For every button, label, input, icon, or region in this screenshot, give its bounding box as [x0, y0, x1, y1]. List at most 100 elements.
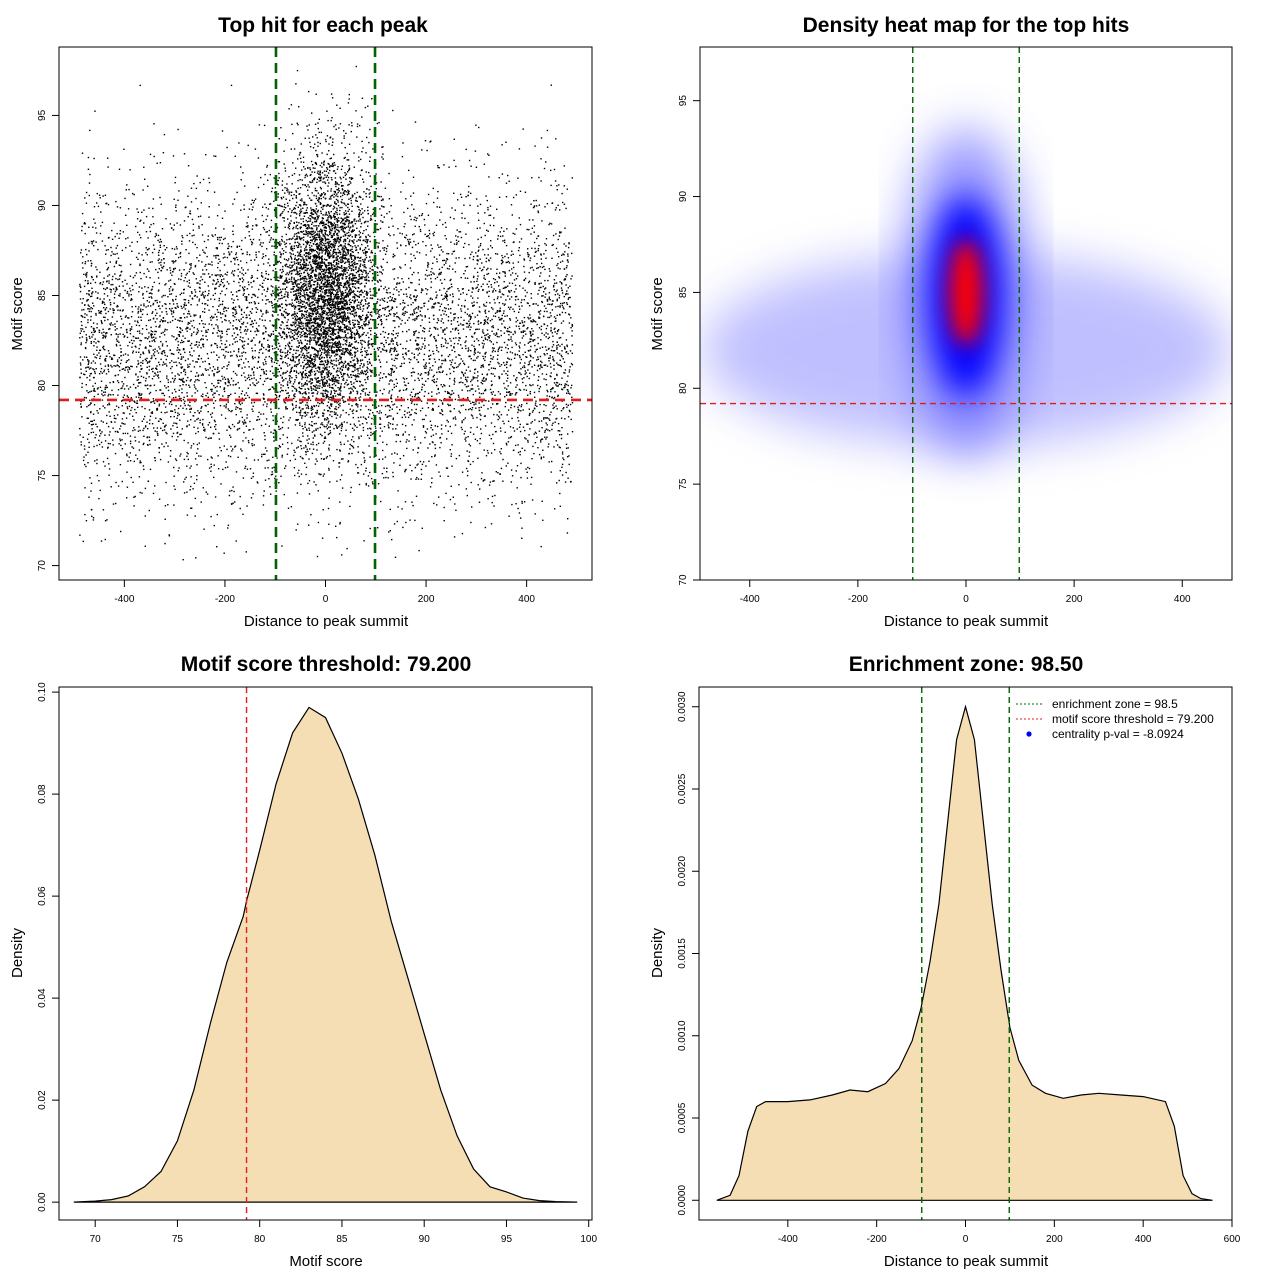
- scatter-point: [327, 262, 330, 264]
- scatter-point: [314, 263, 316, 265]
- scatter-point: [232, 306, 235, 309]
- scatter-point: [335, 128, 337, 131]
- scatter-point: [311, 192, 313, 194]
- scatter-point: [317, 122, 319, 124]
- scatter-point: [326, 304, 328, 307]
- scatter-point: [309, 372, 312, 375]
- scatter-point: [86, 338, 88, 341]
- scatter-point: [319, 329, 322, 331]
- scatter-point: [323, 277, 326, 279]
- scatter-point: [316, 219, 318, 221]
- scatter-point: [315, 93, 317, 95]
- scatter-point: [308, 220, 310, 222]
- scatter-point: [297, 158, 299, 160]
- scatter-point: [306, 380, 308, 382]
- scatter-point: [526, 375, 528, 378]
- scatter-point: [424, 345, 426, 347]
- scatter-point: [384, 253, 387, 255]
- scatter-point: [318, 197, 321, 199]
- scatter-point: [333, 222, 336, 224]
- scatter-point: [202, 393, 204, 395]
- scatter-point: [309, 146, 312, 148]
- scatter-point: [472, 258, 474, 261]
- scatter-point: [325, 354, 327, 356]
- scatter-point: [225, 405, 227, 407]
- scatter-point: [364, 370, 366, 372]
- scatter-point: [319, 239, 321, 241]
- scatter-point: [399, 457, 401, 460]
- scatter-point: [291, 266, 293, 268]
- scatter-point: [272, 419, 274, 422]
- scatter-point: [333, 162, 336, 164]
- scatter-point: [340, 195, 342, 198]
- scatter-point: [368, 171, 370, 174]
- scatter-point: [277, 318, 280, 321]
- scatter-point: [337, 344, 339, 346]
- scatter-point: [389, 343, 391, 345]
- scatter-point: [354, 326, 356, 328]
- scatter-point: [298, 324, 300, 326]
- scatter-point: [433, 378, 435, 381]
- scatter-point: [372, 231, 375, 234]
- scatter-point: [559, 281, 561, 283]
- scatter-point: [352, 224, 354, 227]
- scatter-point: [475, 124, 477, 126]
- scatter-point: [332, 329, 335, 331]
- scatter-point: [271, 304, 273, 307]
- scatter-point: [321, 193, 323, 195]
- scatter-point: [310, 309, 312, 311]
- scatter-point: [356, 333, 358, 335]
- scatter-point: [504, 431, 506, 433]
- scatter-point: [107, 404, 109, 406]
- scatter-point: [299, 334, 301, 336]
- scatter-point: [372, 200, 374, 203]
- scatter-point: [308, 244, 311, 246]
- scatter-point: [332, 300, 334, 302]
- scatter-point: [356, 426, 358, 428]
- scatter-point: [529, 340, 532, 343]
- scatter-point: [346, 287, 348, 289]
- scatter-point: [337, 367, 339, 369]
- scatter-point: [280, 384, 282, 386]
- scatter-point: [301, 376, 304, 378]
- scatter-point: [327, 317, 329, 320]
- scatter-point: [324, 249, 326, 251]
- scatter-point: [349, 344, 351, 346]
- scatter-point: [343, 212, 345, 214]
- scatter-point: [318, 176, 320, 178]
- scatter-point: [359, 396, 362, 398]
- scatter-point: [383, 314, 386, 316]
- scatter-point: [351, 230, 353, 232]
- scatter-point: [349, 323, 351, 325]
- scatter-point: [333, 216, 335, 218]
- scatter-point: [327, 264, 330, 267]
- scatter-point: [236, 246, 238, 248]
- scatter-point: [278, 286, 280, 288]
- scatter-point: [304, 307, 307, 310]
- scatter-point: [328, 370, 330, 372]
- scatter-point: [192, 360, 194, 362]
- scatter-point: [324, 333, 326, 335]
- scatter-point: [176, 417, 178, 419]
- scatter-point: [121, 310, 124, 312]
- scatter-point: [304, 266, 306, 269]
- scatter-point: [135, 256, 138, 259]
- scatter-point: [396, 289, 398, 291]
- scatter-point: [338, 462, 340, 464]
- scatter-point: [329, 253, 331, 255]
- scatter-point: [328, 352, 330, 354]
- scatter-point: [305, 367, 308, 369]
- scatter-point: [354, 258, 356, 260]
- scatter-point: [346, 254, 348, 256]
- scatter-point: [352, 366, 354, 368]
- scatter-point: [329, 232, 331, 234]
- scatter-point: [315, 149, 317, 152]
- scatter-point: [313, 243, 315, 245]
- scatter-point: [319, 380, 321, 382]
- scatter-point: [148, 376, 150, 378]
- scatter-point: [299, 371, 302, 373]
- scatter-point: [337, 189, 339, 191]
- scatter-point: [288, 303, 290, 306]
- scatter-point: [295, 225, 297, 227]
- scatter-point: [300, 321, 302, 323]
